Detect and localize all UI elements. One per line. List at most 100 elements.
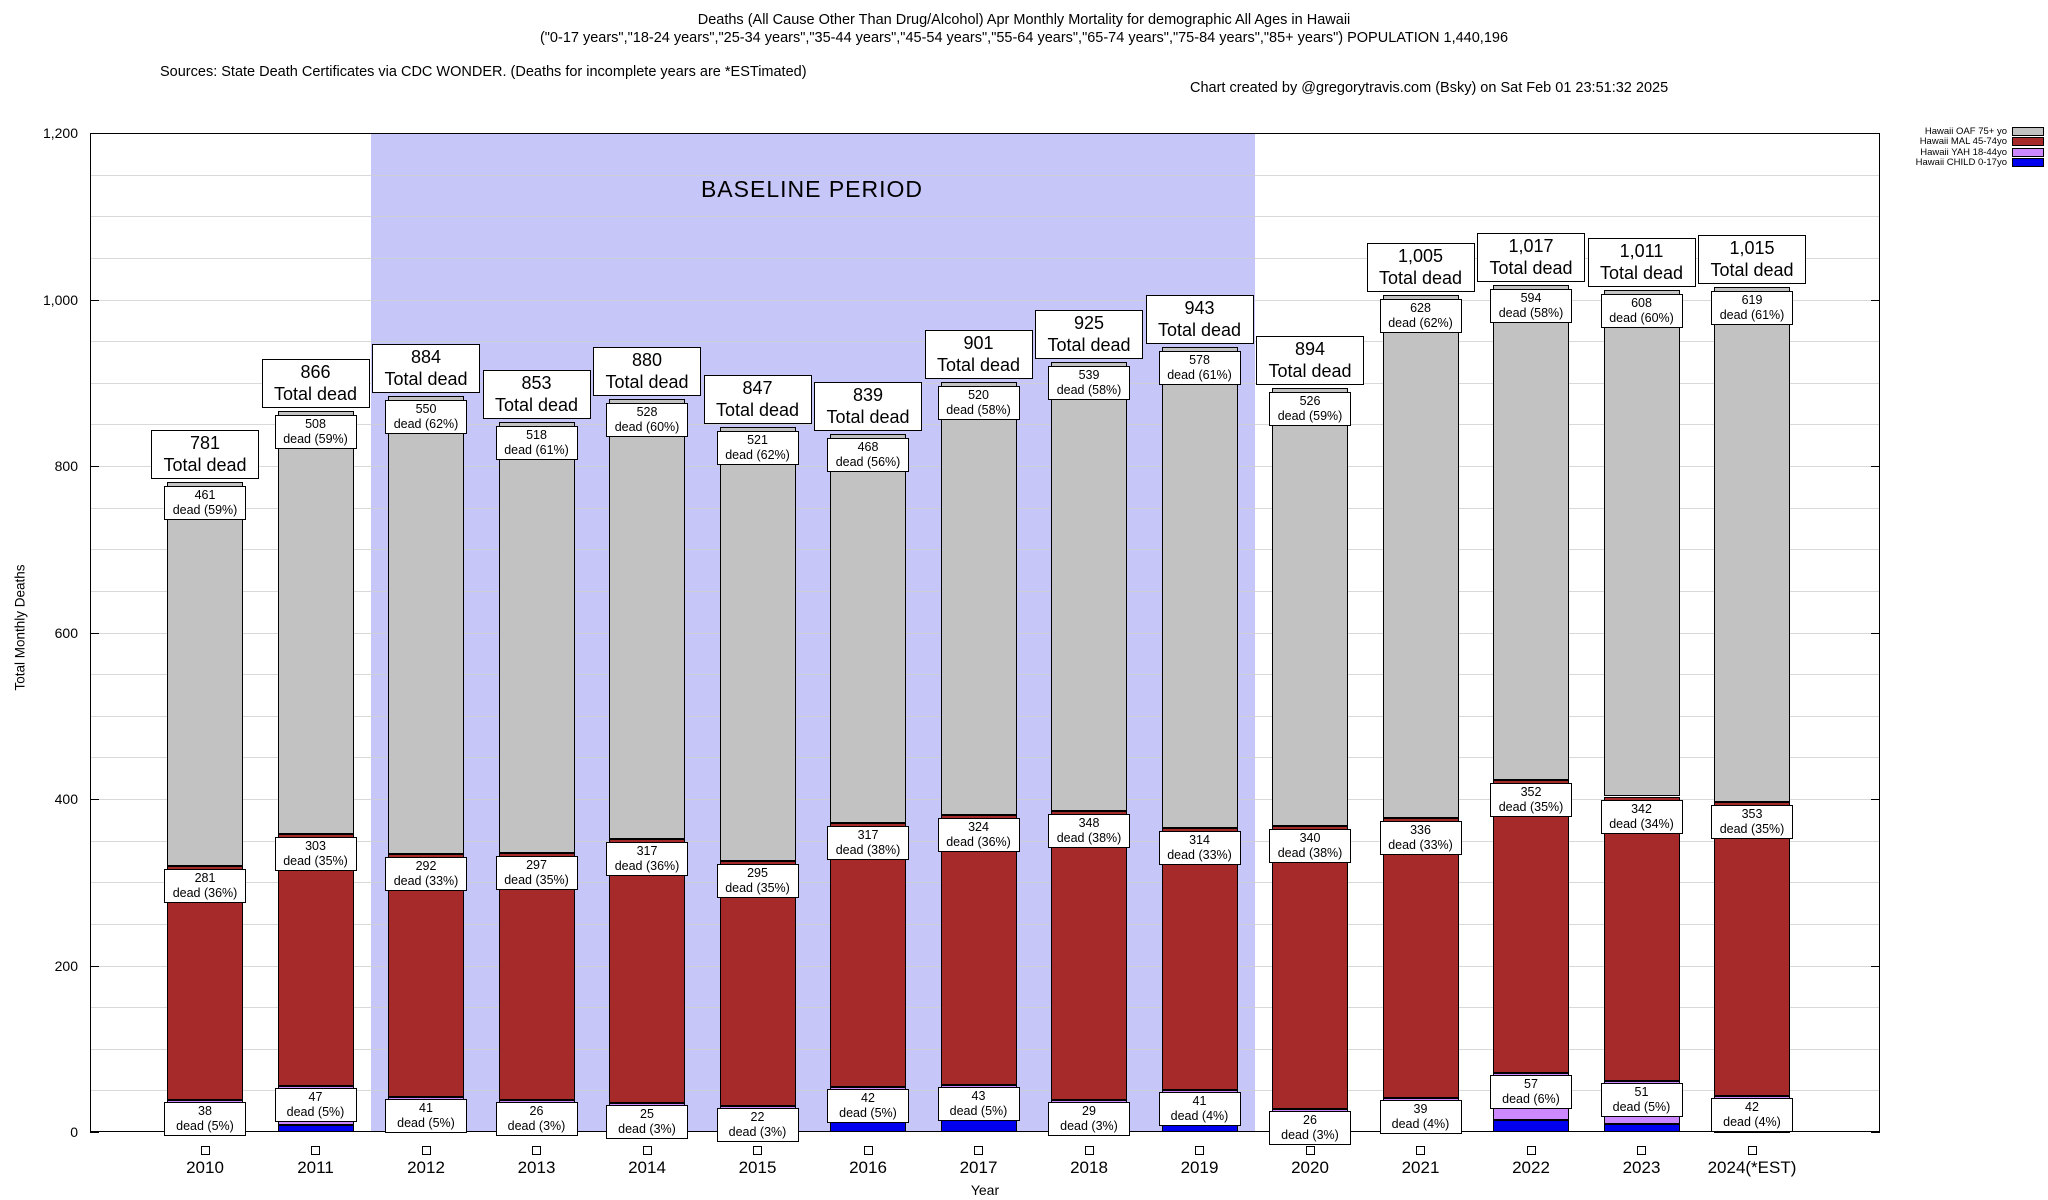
segment-value: 521 bbox=[747, 432, 768, 447]
bar-segment-oaf-2017 bbox=[940, 381, 1017, 815]
child-label-box-2018 bbox=[1084, 1146, 1094, 1155]
legend-label: Hawaii OAF 75+ yo bbox=[1924, 125, 2007, 137]
gridline bbox=[90, 299, 1880, 301]
segment-value: 26 bbox=[1303, 1112, 1317, 1127]
y-tick-mark bbox=[90, 965, 99, 967]
segment-percent: dead (5%) bbox=[286, 1105, 345, 1120]
bar-segment-oaf-2014 bbox=[609, 399, 685, 839]
x-tick-label-2018: 2018 bbox=[1070, 1158, 1108, 1177]
child-label-box-2011 bbox=[311, 1146, 320, 1155]
total-caption: Total dead bbox=[1157, 319, 1242, 340]
chart-title-line1: Deaths (All Cause Other Than Drug/Alcoho… bbox=[697, 12, 1351, 28]
segment-value: 57 bbox=[1524, 1076, 1538, 1091]
total-caption: Total dead bbox=[1047, 334, 1131, 355]
gridline bbox=[90, 216, 1880, 218]
child-label-box-2010 bbox=[200, 1146, 210, 1155]
chart-legend: Hawaii OAF 75+ yo Hawaii MAL 45-74yo Hawai… bbox=[1916, 126, 2044, 168]
segment-percent: dead (38%) bbox=[835, 843, 901, 858]
segment-label-oaf-2018: 539 dead (58%) bbox=[1048, 365, 1130, 400]
baseline-period-label: BASELINE PERIOD bbox=[700, 176, 924, 202]
bar-segment-mal-2016 bbox=[830, 823, 906, 1088]
y-tick-mark bbox=[1871, 466, 1880, 467]
segment-label-yah-2022: 57 dead (6%) bbox=[1490, 1074, 1572, 1109]
segment-label-yah-2017: 43 dead (5%) bbox=[937, 1086, 1020, 1121]
total-value: 1,015 bbox=[1729, 238, 1775, 258]
total-dead-label-2020: 894 Total dead bbox=[1256, 335, 1364, 385]
bar-segment-mal-2021 bbox=[1382, 818, 1459, 1098]
segment-percent: dead (5%) bbox=[176, 1118, 234, 1133]
y-tick-mark bbox=[90, 466, 99, 467]
segment-value: 281 bbox=[194, 870, 216, 885]
total-value: 901 bbox=[963, 332, 994, 353]
legend-entry: Hawaii CHILD 0-17yo bbox=[1916, 157, 2044, 168]
y-tick-label: 600 bbox=[54, 624, 78, 641]
x-axis-title: Year bbox=[970, 1182, 1000, 1198]
bar-segment-child-2011 bbox=[277, 1125, 354, 1132]
child-label-box-2021 bbox=[1416, 1146, 1425, 1155]
segment-percent: dead (4%) bbox=[1391, 1116, 1450, 1131]
segment-percent: dead (36%) bbox=[614, 858, 680, 873]
bar-segment-oaf-2010 bbox=[167, 481, 243, 866]
segment-value: 39 bbox=[1413, 1101, 1428, 1116]
y-tick-label: 1,000 bbox=[42, 291, 78, 308]
segment-percent: dead (3%) bbox=[728, 1125, 787, 1140]
y-tick-label: 800 bbox=[54, 458, 78, 474]
total-dead-label-2012: 884 Total dead bbox=[372, 344, 480, 394]
bar-segment-mal-2023 bbox=[1603, 796, 1680, 1082]
segment-value: 520 bbox=[968, 387, 989, 402]
segment-percent: dead (60%) bbox=[1609, 311, 1674, 326]
x-tick-label-2015: 2015 bbox=[738, 1158, 777, 1177]
segment-value: 619 bbox=[1741, 293, 1763, 307]
total-dead-label-2019: 943 Total dead bbox=[1145, 294, 1254, 344]
total-dead-label-2021: 1,005 Total dead bbox=[1366, 243, 1475, 293]
child-label-box-2017 bbox=[974, 1146, 983, 1155]
segment-percent: dead (6%) bbox=[1502, 1091, 1560, 1106]
legend-swatch bbox=[2012, 126, 2044, 136]
segment-label-mal-2013: 297 dead (35%) bbox=[495, 856, 578, 891]
segment-value: 303 bbox=[305, 838, 326, 853]
total-dead-label-2017: 901 Total dead bbox=[924, 329, 1033, 379]
x-tick-label-2011: 2011 bbox=[297, 1158, 334, 1177]
total-value: 880 bbox=[631, 350, 663, 371]
bar-segment-mal-2015 bbox=[719, 860, 796, 1107]
segment-label-oaf-2020: 526 dead (59%) bbox=[1269, 391, 1351, 426]
segment-label-yah-2020: 26 dead (3%) bbox=[1269, 1110, 1351, 1145]
child-label-box-2014 bbox=[642, 1146, 652, 1155]
x-tick-label-2024(*EST): 2024(*EST) bbox=[1707, 1158, 1797, 1177]
child-label-box-2016 bbox=[863, 1146, 873, 1155]
total-caption: Total dead bbox=[826, 406, 910, 427]
y-tick-label: 1,200 bbox=[42, 125, 78, 141]
total-caption: Total dead bbox=[1489, 258, 1573, 279]
chart-credit-note: Chart created by @gregorytravis.com (Bsk… bbox=[1190, 80, 1669, 96]
segment-value: 295 bbox=[747, 865, 768, 880]
segment-value: 43 bbox=[971, 1088, 986, 1103]
segment-value: 461 bbox=[194, 487, 216, 502]
segment-value: 317 bbox=[857, 828, 879, 843]
segment-percent: dead (62%) bbox=[393, 417, 459, 432]
total-caption: Total dead bbox=[163, 454, 247, 475]
segment-percent: dead (61%) bbox=[504, 442, 569, 457]
legend-label: Hawaii MAL 45-74yo bbox=[1919, 136, 2007, 148]
segment-value: 25 bbox=[640, 1106, 654, 1121]
segment-value: 324 bbox=[968, 819, 989, 834]
child-label-box-2023 bbox=[1637, 1146, 1646, 1155]
segment-percent: dead (3%) bbox=[507, 1119, 566, 1134]
bar-segment-oaf-2016 bbox=[830, 433, 906, 824]
bar-segment-mal-2024(*EST) bbox=[1714, 802, 1790, 1097]
total-dead-label-2024(*EST): 1,015 Total dead bbox=[1698, 235, 1806, 284]
legend-swatch bbox=[2012, 158, 2044, 168]
y-tick-mark bbox=[1871, 133, 1880, 134]
segment-label-oaf-2019: 578 dead (61%) bbox=[1158, 350, 1241, 385]
bar-segment-oaf-2023 bbox=[1603, 290, 1680, 797]
segment-label-oaf-2024(*EST): 619 dead (61%) bbox=[1711, 291, 1793, 325]
legend-entry: Hawaii OAF 75+ yo bbox=[1916, 126, 2044, 137]
total-value: 839 bbox=[852, 384, 884, 405]
segment-value: 550 bbox=[415, 402, 437, 417]
segment-value: 526 bbox=[1299, 393, 1321, 408]
segment-value: 292 bbox=[415, 858, 437, 873]
y-tick-mark bbox=[1871, 799, 1880, 800]
bar-segment-mal-2013 bbox=[498, 853, 575, 1101]
segment-label-yah-2018: 29 dead (3%) bbox=[1048, 1102, 1130, 1137]
x-tick-label-2012: 2012 bbox=[407, 1158, 445, 1177]
x-tick-label-2013: 2013 bbox=[517, 1158, 556, 1177]
